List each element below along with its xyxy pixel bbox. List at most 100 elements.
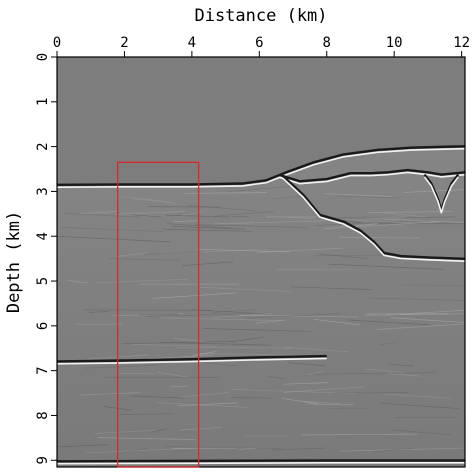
- y-axis-title: Depth (km): [4, 211, 24, 313]
- texture-line: [181, 211, 206, 216]
- texture-line: [88, 311, 109, 313]
- texture-line: [215, 211, 274, 217]
- texture-line: [109, 258, 180, 261]
- texture-line: [181, 261, 234, 267]
- x-tick-label: 8: [323, 35, 331, 51]
- texture-line: [384, 393, 451, 399]
- texture-line: [121, 341, 235, 345]
- texture-line: [64, 213, 142, 218]
- texture-line: [283, 386, 363, 393]
- texture-line: [282, 216, 412, 223]
- y-tick-label: 2: [35, 142, 51, 150]
- x-tick-label: 0: [53, 35, 61, 51]
- texture-line: [66, 279, 88, 284]
- texture-line: [156, 371, 191, 378]
- texture-line: [334, 392, 407, 394]
- texture-line: [121, 195, 170, 203]
- texture-line: [131, 214, 161, 218]
- texture-line: [389, 364, 414, 367]
- texture-line: [246, 313, 340, 319]
- texture-line: [192, 351, 217, 356]
- texture-line: [347, 319, 429, 326]
- reflector-basement-peak: [57, 462, 465, 465]
- texture-line: [150, 428, 168, 433]
- texture-line: [328, 263, 444, 270]
- texture-line: [380, 342, 397, 346]
- texture-line: [312, 372, 435, 375]
- texture-line: [403, 284, 465, 287]
- reflector-salt-top-peak: [279, 171, 465, 185]
- texture-line: [288, 362, 326, 367]
- texture-line: [164, 446, 283, 449]
- texture-line: [81, 211, 117, 215]
- texture-line: [144, 251, 202, 255]
- reflector-deep-reflector-trough: [57, 354, 327, 363]
- texture-line: [130, 395, 186, 399]
- texture-line: [119, 447, 149, 454]
- texture-line: [324, 193, 392, 197]
- texture-line: [380, 402, 459, 409]
- reflector-seafloor-peak: [57, 147, 465, 189]
- texture-line: [283, 382, 329, 385]
- texture-line: [232, 215, 250, 218]
- texture-line: [177, 346, 293, 349]
- texture-line: [181, 392, 230, 398]
- texture-line: [399, 313, 465, 316]
- y-tick-label: 5: [35, 277, 51, 285]
- texture-line: [364, 368, 406, 374]
- texture-line: [281, 398, 318, 404]
- y-tick-label: 6: [35, 322, 51, 330]
- texture-line: [239, 314, 359, 318]
- texture-line: [195, 224, 307, 228]
- texture-line: [307, 371, 323, 376]
- x-tick-label: 4: [188, 35, 196, 51]
- texture-line: [57, 444, 109, 448]
- texture-line: [385, 309, 465, 316]
- texture-line: [115, 252, 147, 257]
- texture-line: [239, 447, 257, 450]
- texture-line: [94, 430, 156, 434]
- x-tick-label: 10: [386, 35, 403, 51]
- x-tick-label: 12: [453, 35, 470, 51]
- y-tick-label: 4: [35, 232, 51, 240]
- texture-line: [373, 447, 414, 453]
- texture-line: [199, 353, 303, 356]
- texture-line: [339, 447, 464, 452]
- texture-line: [58, 236, 171, 243]
- texture-line: [172, 226, 246, 230]
- y-tick-label: 9: [35, 456, 51, 464]
- texture-line: [84, 364, 157, 369]
- y-tick-label: 7: [35, 366, 51, 374]
- texture-line: [318, 253, 369, 259]
- texture-line: [229, 185, 298, 192]
- texture-line: [173, 220, 199, 223]
- texture-line: [290, 286, 372, 290]
- texture-line: [384, 212, 427, 218]
- reflector-salt-top-trough: [279, 168, 465, 183]
- reflector-salt-body-flank-trough: [282, 175, 465, 260]
- texture-line: [132, 198, 178, 205]
- sediment-area: [57, 147, 465, 467]
- texture-line: [386, 373, 422, 377]
- texture-line: [377, 323, 465, 330]
- plot-frame: [56, 56, 466, 468]
- texture-line: [338, 236, 420, 239]
- texture-line: [177, 402, 238, 407]
- texture-line: [213, 313, 272, 318]
- y-tick-label: 8: [35, 411, 51, 419]
- texture-line: [392, 429, 452, 436]
- x-tick-label: 2: [120, 35, 128, 51]
- texture-line: [152, 292, 237, 299]
- texture-line: [390, 317, 465, 323]
- x-tick-label: 6: [255, 35, 263, 51]
- texture-line: [346, 221, 439, 228]
- texture-line: [83, 309, 213, 311]
- reflector-salt-body-flank-peak: [282, 177, 465, 262]
- texture-line: [314, 220, 429, 226]
- texture-line: [272, 195, 303, 200]
- y-tick-label: 1: [35, 98, 51, 106]
- texture-line: [165, 214, 230, 218]
- texture-line: [133, 344, 216, 347]
- texture-line: [178, 427, 222, 431]
